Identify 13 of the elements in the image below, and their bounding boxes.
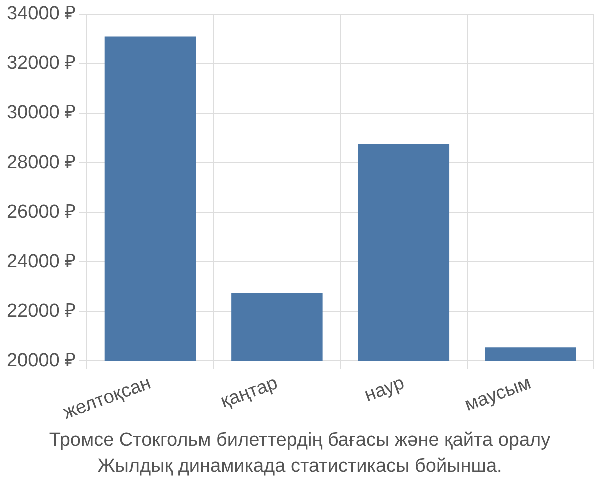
y-tick-label: 20000 ₽ bbox=[6, 350, 76, 372]
x-tick-label: қаңтар bbox=[218, 372, 281, 413]
y-tick-label: 24000 ₽ bbox=[6, 251, 76, 272]
text: Тромсе Стокгольм билеттердің бағасы және қайта оралу bbox=[48, 429, 552, 453]
y-tick-label: 26000 ₽ bbox=[6, 202, 76, 223]
x-tick-label: наур bbox=[362, 372, 408, 406]
y-tick-label: 34000 ₽ bbox=[6, 4, 76, 25]
x-tick-label: маусым bbox=[462, 372, 534, 416]
text: Жылдық динамикада статистикасы бойынша. bbox=[96, 455, 504, 479]
y-tick-label: 22000 ₽ bbox=[6, 300, 76, 322]
y-tick-label: 32000 ₽ bbox=[6, 53, 76, 74]
y-tick-label: 28000 ₽ bbox=[6, 152, 76, 174]
y-tick-label: 30000 ₽ bbox=[6, 102, 76, 124]
